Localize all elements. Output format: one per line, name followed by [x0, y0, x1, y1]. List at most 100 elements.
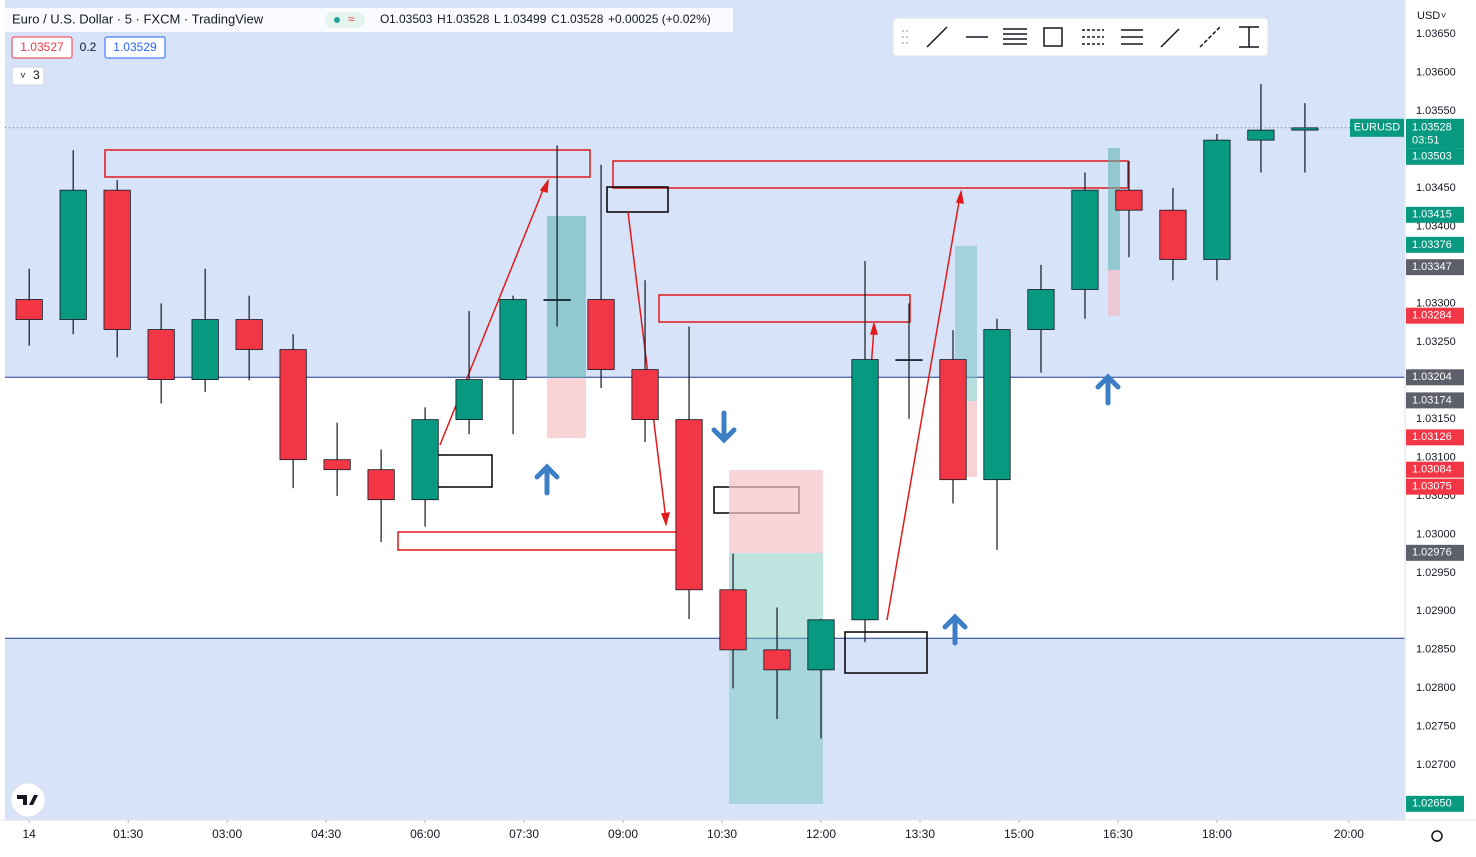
settings[interactable]: [1431, 830, 1443, 842]
x-tick-label: 07:30: [509, 827, 539, 841]
candle-body: [895, 359, 923, 361]
y-tick-label: 1.03650: [1416, 28, 1456, 40]
toolbar: [892, 17, 1269, 57]
price-tag-label: 1.02650: [1412, 798, 1452, 810]
y-tick-label: 1.03600: [1416, 66, 1456, 78]
y-tick-label: 1.02800: [1416, 682, 1456, 694]
logo-circle[interactable]: [10, 782, 46, 818]
y-tick-label: 1.03450: [1416, 182, 1456, 194]
chevron[interactable]: ˅: [20, 71, 26, 82]
bid[interactable]: 1.03527: [20, 40, 64, 54]
status-icon: ≈: [348, 12, 355, 26]
ask[interactable]: 1.03529: [113, 40, 157, 54]
zone-bg: [5, 638, 1405, 820]
rectangle-tool[interactable]: [1043, 27, 1063, 47]
candle-body: [235, 319, 263, 350]
candle-body: [983, 329, 1011, 481]
candle-body: [411, 419, 439, 501]
parallel-channel-tool[interactable]: [1003, 28, 1027, 45]
drag-handle[interactable]: [902, 30, 908, 44]
change: +0.00025 (+0.02%): [608, 12, 711, 26]
y-tick-label: 1.02750: [1416, 721, 1456, 733]
ask-box[interactable]: [104, 36, 166, 59]
path-tool[interactable]: [1199, 26, 1221, 48]
y-tick-label: 1.02900: [1416, 605, 1456, 617]
candle-body: [851, 359, 879, 621]
x-tick-label: 09:00: [608, 827, 638, 841]
fib-tool[interactable]: [1082, 29, 1104, 45]
candle-body: [675, 419, 703, 591]
price-tag-label: 1.03415: [1412, 209, 1452, 221]
candle-body: [1159, 209, 1187, 260]
x-tick-label: 15:00: [1004, 827, 1034, 841]
candle-body: [543, 299, 571, 301]
last-price-label: 1.03528: [1412, 122, 1452, 134]
candle-body: [1291, 127, 1319, 131]
trend-line-tool[interactable]: [926, 26, 948, 48]
candle-body: [279, 349, 307, 461]
price-tag-label: 1.03284: [1412, 310, 1452, 322]
price-tag-label: 1.02976: [1412, 547, 1452, 559]
ohlc-value: 1.03499: [503, 12, 547, 26]
candle-body: [323, 459, 351, 471]
ohlc: O 1.03503 H 1.03528 L 1.03499 C 1.03528: [380, 12, 604, 26]
candle-body: [1027, 289, 1055, 330]
y-tick-label: 1.02850: [1416, 644, 1456, 656]
candle-body: [455, 379, 483, 421]
bid-box[interactable]: [11, 36, 73, 59]
candle-body: [939, 359, 967, 481]
candle-body: [367, 469, 395, 501]
indicator-toggle[interactable]: [11, 66, 45, 86]
price-tag: [1406, 392, 1464, 409]
candle-body: [191, 319, 219, 380]
pitchfork-tool[interactable]: [1121, 29, 1143, 45]
arrow-tool[interactable]: [1160, 28, 1180, 48]
box: [844, 631, 928, 674]
direction-arrows: [534, 373, 1121, 646]
price-tag-label: 1.03503: [1412, 151, 1452, 163]
zone: [104, 149, 591, 178]
candle-body: [15, 299, 43, 320]
y-tick-label: 1.03000: [1416, 528, 1456, 540]
measure-tool[interactable]: [1239, 26, 1259, 48]
ohlc-key: C: [551, 12, 560, 26]
x-tick-label: 01:30: [113, 827, 143, 841]
candle-body: [1247, 129, 1275, 141]
indicator-count[interactable]: 3: [33, 68, 40, 82]
ohlc-value: 1.03528: [560, 12, 604, 26]
price-tag: [1406, 148, 1464, 165]
logo-mark[interactable]: [17, 795, 38, 805]
symbol-tag-label: EURUSD: [1354, 122, 1401, 134]
price-tag: [1406, 307, 1464, 324]
price-tag-label: 1.03347: [1412, 261, 1452, 273]
candle-body: [103, 189, 131, 330]
y-tick-label: 1.03100: [1416, 451, 1456, 463]
price-tag: [1406, 795, 1464, 812]
x-tick-label: 12:00: [806, 827, 836, 841]
price-tag: [1406, 236, 1464, 253]
y-tick-label: 1.03550: [1416, 105, 1456, 117]
currency[interactable]: USD: [1417, 10, 1440, 22]
status-badge: [325, 12, 365, 28]
stop-zone: [1108, 270, 1120, 316]
zone: [658, 294, 911, 323]
price-tag: [1406, 259, 1464, 276]
price-tag-label: 1.03204: [1412, 371, 1452, 383]
price-tag-label: 1.03376: [1412, 239, 1452, 251]
axes: 1.036501.036001.035501.035001.034501.034…: [5, 28, 1464, 841]
x-tick-label: 16:30: [1103, 827, 1133, 841]
y-tick-label: 1.03250: [1416, 336, 1456, 348]
spread: 0.2: [80, 40, 97, 54]
header-bg: [5, 8, 733, 32]
price-tag: [1406, 478, 1464, 495]
symbol-tag: [1350, 118, 1404, 137]
chevron[interactable]: ˅: [1441, 10, 1446, 20]
price-tag-label: 1.03126: [1412, 431, 1452, 443]
ohlc-value: 1.03503: [389, 12, 433, 26]
candle-body: [1203, 139, 1231, 260]
candle-body: [763, 649, 791, 671]
price-tag: [1406, 461, 1464, 478]
ohlc-key: L: [494, 12, 501, 26]
